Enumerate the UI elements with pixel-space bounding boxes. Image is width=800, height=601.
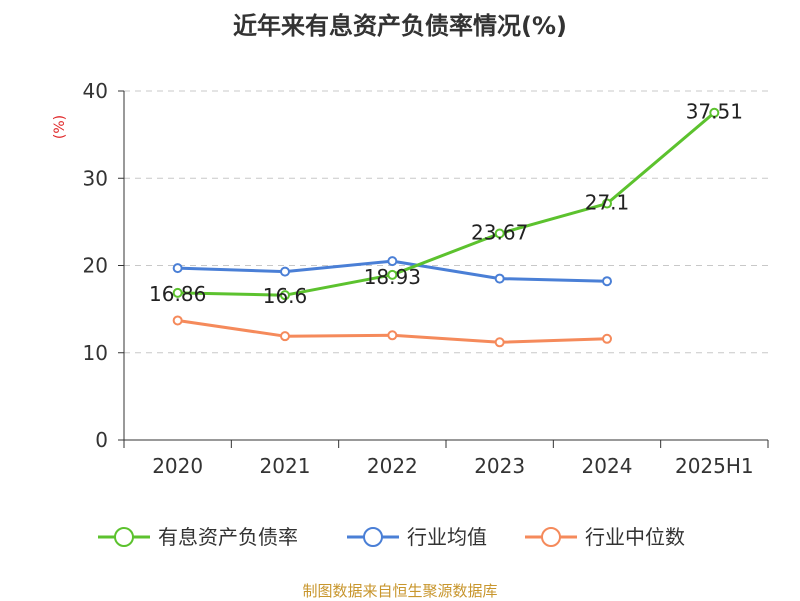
- data-point-0-1: [280, 290, 290, 301]
- legend-swatch-marker: [541, 527, 561, 547]
- data-label-2: 18.93: [364, 265, 421, 289]
- legend-item-1: 行业均值: [347, 525, 487, 549]
- data-label-3: 23.67: [471, 220, 528, 244]
- data-point-1-0: [172, 263, 183, 274]
- data-point-0-5: [709, 107, 720, 118]
- source-note: 制图数据来自恒生聚源数据库: [302, 582, 498, 600]
- data-point-0-2: [387, 269, 398, 280]
- legend-item-0: 有息资产负债率: [98, 525, 298, 549]
- y-axis-unit-label: (%): [52, 115, 68, 139]
- legend-label: 行业中位数: [585, 525, 685, 549]
- legend-item-2: 行业中位数: [525, 525, 685, 549]
- y-tick-label: 40: [83, 79, 108, 103]
- axis-layer: 0 10 20 30 40 2020 2021 2022 2023 2024 2025H1 (%): [52, 79, 769, 478]
- legend-swatch-marker: [363, 527, 383, 547]
- legend-swatch-marker: [114, 527, 134, 547]
- grid-layer: [124, 90, 768, 354]
- x-tick-label: 2020: [152, 454, 203, 478]
- x-tick-label: 2024: [582, 454, 633, 478]
- data-point-2-0: [172, 315, 183, 326]
- data-label-1: 16.6: [263, 284, 308, 308]
- y-tick-label: 30: [83, 166, 108, 190]
- data-point-2-2: [387, 330, 398, 341]
- data-label-0: 16.86: [149, 282, 206, 306]
- x-tick-label: 2021: [260, 454, 311, 478]
- data-point-1-3: [494, 273, 505, 284]
- series-layer: [172, 107, 720, 348]
- series-line-0: [177, 111, 716, 297]
- legend-label: 行业均值: [407, 525, 487, 549]
- data-point-0-4: [602, 198, 612, 209]
- y-tick-label: 0: [95, 428, 108, 452]
- data-point-2-3: [494, 337, 505, 348]
- y-tick-label: 20: [83, 254, 108, 278]
- chart-title: 近年来有息资产负债率情况(%): [233, 12, 567, 40]
- data-label-4: 27.1: [585, 191, 630, 215]
- x-tick-label: 2022: [367, 454, 418, 478]
- data-point-0-0: [172, 287, 183, 298]
- legend-label: 有息资产负债率: [158, 525, 298, 549]
- data-point-2-1: [280, 331, 290, 342]
- data-point-1-1: [280, 266, 290, 277]
- data-label-layer: 16.86 16.6 18.93 23.67 27.1 37.51: [149, 100, 743, 308]
- data-point-2-4: [602, 333, 612, 344]
- data-point-0-3: [494, 228, 505, 239]
- data-point-1-4: [602, 276, 612, 287]
- data-point-1-2: [387, 256, 398, 267]
- data-label-5: 37.51: [686, 100, 743, 124]
- x-tick-label: 2025H1: [675, 454, 754, 478]
- y-tick-label: 10: [83, 341, 108, 365]
- x-tick-label: 2023: [474, 454, 525, 478]
- legend: 有息资产负债率 行业均值 行业中位数: [98, 525, 685, 549]
